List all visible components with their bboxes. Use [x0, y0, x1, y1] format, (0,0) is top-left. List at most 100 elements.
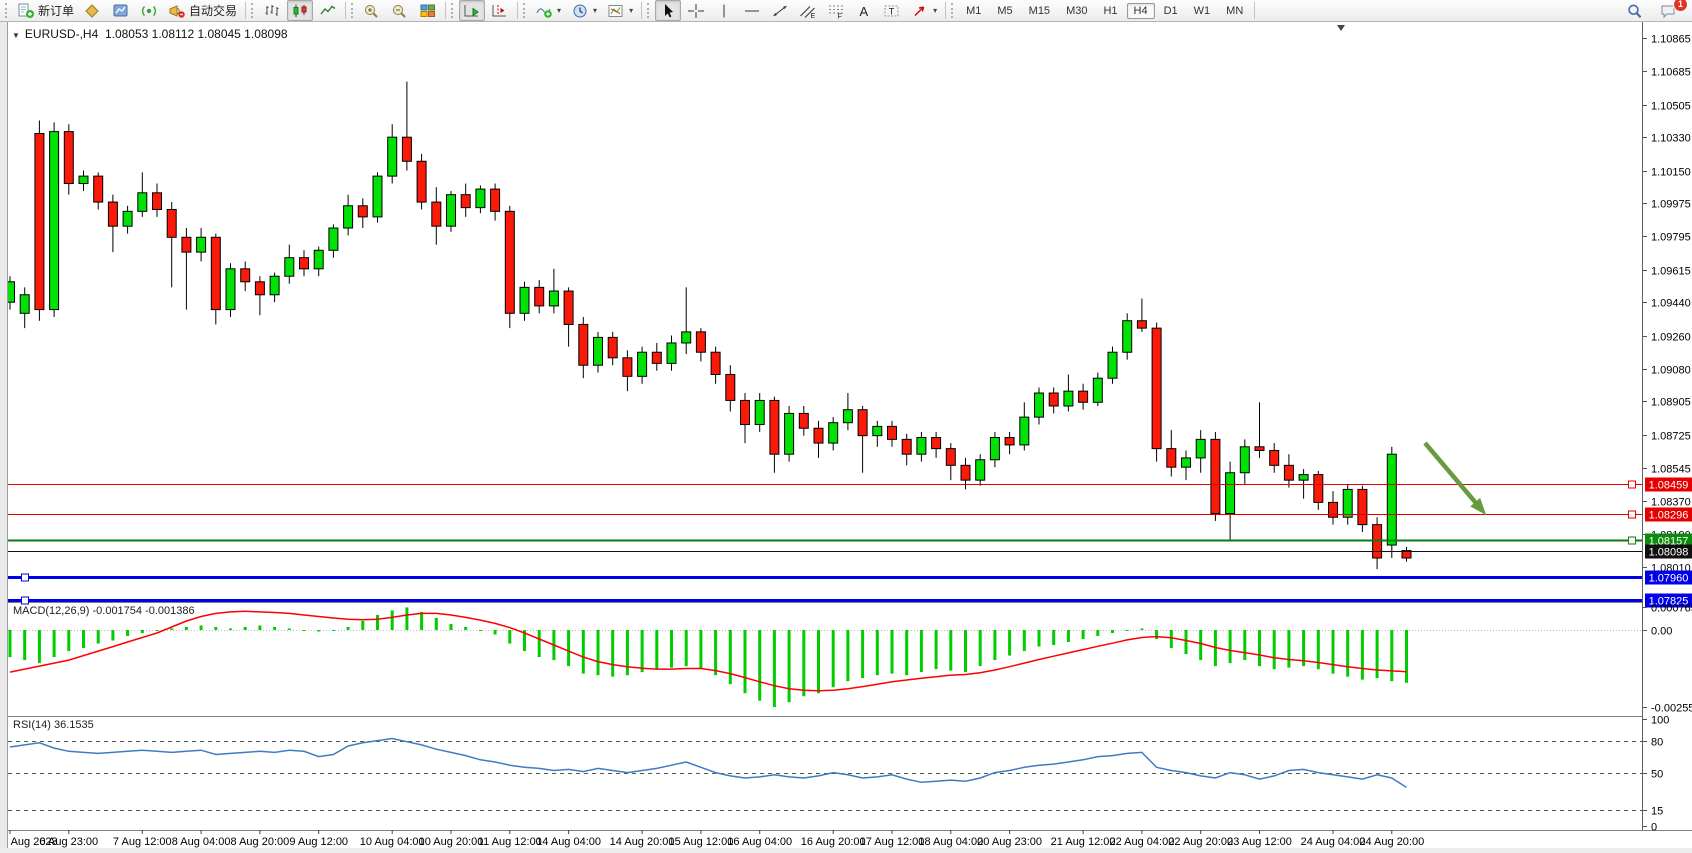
toolbar-button-text[interactable]: A: [851, 0, 877, 21]
toolbar-separator: [445, 2, 447, 19]
macd-histogram-bar: [831, 630, 835, 688]
horizontal-line-1.08098[interactable]: 1.08098: [8, 544, 1692, 559]
toolbar-button-signals[interactable]: [136, 0, 162, 21]
time-axis-label: 6 Aug 23:00: [39, 836, 98, 848]
macd-histogram-bar: [1390, 630, 1394, 682]
bear-candle: [960, 464, 971, 481]
bull-candle: [49, 131, 60, 311]
toolbar-button-text-label[interactable]: T: [879, 0, 905, 21]
line-handle[interactable]: [1628, 536, 1636, 545]
timeframe-W1[interactable]: W1: [1193, 4, 1211, 17]
svg-text:100: 100: [1651, 715, 1669, 727]
macd-histogram-bar: [23, 630, 27, 661]
bull-candle: [313, 249, 324, 270]
timeframe-H1[interactable]: H1: [1103, 4, 1118, 17]
macd-histogram-bar: [478, 630, 482, 631]
macd-indicator-label: MACD(12,26,9) -0.001754 -0.001386: [13, 605, 195, 617]
macd-histogram-bar: [111, 630, 115, 641]
svg-text:1.10150: 1.10150: [1651, 167, 1691, 179]
macd-histogram-bar: [1008, 630, 1012, 656]
toolbar-button-equidistant-channel[interactable]: E: [795, 0, 821, 21]
toolbar-button-vertical-line[interactable]: [711, 0, 737, 21]
macd-histogram-bar: [523, 630, 526, 652]
bear-candle: [813, 427, 824, 444]
horizontal-line-1.08459[interactable]: 1.08459: [8, 477, 1692, 492]
toolbar-button-periods[interactable]: ▾: [567, 0, 601, 21]
toolbar-button-line-chart[interactable]: [315, 0, 341, 21]
timeframe-M15[interactable]: M15: [1028, 4, 1051, 17]
timeframe-M5[interactable]: M5: [997, 4, 1013, 17]
chart-shift-icon: [491, 3, 509, 19]
bear-candle: [1328, 501, 1338, 518]
left-panel-splitter[interactable]: [0, 22, 8, 848]
toolbar-button-bar-chart[interactable]: [259, 0, 285, 21]
macd-histogram-bar: [817, 630, 820, 694]
one-click-trading-toggle[interactable]: ▼: [12, 31, 20, 40]
horizontal-line-icon: [743, 3, 761, 19]
price-line-label: [1645, 593, 1692, 608]
horizontal-line-1.07825[interactable]: 1.07825: [8, 593, 1692, 608]
line-handle[interactable]: [21, 573, 29, 582]
macd-pane: 0.000765 0.00 -0.002559: [8, 603, 1692, 715]
macd-histogram-bar: [1272, 630, 1276, 670]
bull-candle: [122, 210, 133, 227]
macd-histogram-bar: [346, 626, 350, 630]
toolbar-button-horizontal-line[interactable]: [739, 0, 765, 21]
timeframe-M1[interactable]: M1: [966, 4, 982, 17]
time-axis-label: 10 Aug 04:00: [360, 836, 425, 848]
timeframe-D1[interactable]: D1: [1163, 4, 1178, 17]
line-handle[interactable]: [21, 596, 29, 605]
bear-candle: [299, 257, 309, 270]
toolbar-button-trendline[interactable]: [767, 0, 793, 21]
toolbar-button-crosshair[interactable]: [683, 0, 709, 21]
horizontal-line-1.07960[interactable]: 1.07960: [8, 570, 1692, 585]
bull-candle: [519, 286, 530, 314]
price-axis[interactable]: 1.10865 1.10685 1.10505 1.10330 1.10150 1.099…: [1642, 34, 1691, 575]
toolbar-button-auto-scroll[interactable]: [459, 0, 486, 21]
macd-histogram-bar: [758, 630, 762, 701]
toolbar-button-arrows[interactable]: ▾: [907, 0, 941, 21]
bear-candle: [1166, 448, 1177, 468]
toolbar-button-indicators[interactable]: ▾: [531, 0, 565, 21]
toolbar-button-notifications[interactable]: 1: [1656, 0, 1688, 21]
bull-candle: [137, 192, 148, 212]
toolbar-button-charts[interactable]: [108, 0, 134, 21]
bear-candle: [798, 412, 809, 429]
down-right-arrow[interactable]: [1423, 441, 1487, 516]
timeframe-M30[interactable]: M30: [1066, 4, 1088, 17]
toolbar-button-fibonacci-retracement[interactable]: F: [823, 0, 849, 21]
line-handle[interactable]: [1628, 510, 1636, 519]
toolbar-button-cursor[interactable]: [655, 0, 682, 21]
timeframe-H4[interactable]: H4: [1126, 2, 1155, 19]
bull-candle: [343, 205, 354, 229]
time-axis-label: 7 Aug 12:00: [113, 836, 172, 848]
horizontal-line-1.08157[interactable]: 1.08157: [8, 533, 1692, 548]
horizontal-line-1.08296[interactable]: 1.08296: [8, 507, 1692, 522]
bull-candle: [828, 422, 839, 444]
bear-candle: [1151, 327, 1162, 450]
line-handle[interactable]: [1628, 480, 1636, 489]
macd-histogram-bar: [199, 625, 203, 630]
toolbar-button-templates[interactable]: ▾: [603, 0, 637, 21]
toolbar-button-zoom-in[interactable]: [359, 0, 385, 21]
toolbar-button-chart-shift[interactable]: [487, 0, 513, 21]
time-axis-label: 21 Aug 12:00: [1051, 836, 1116, 848]
toolbar-button-tile-windows[interactable]: [415, 0, 441, 21]
vertical-line-icon: [715, 3, 733, 19]
toolbar-group-grip: [251, 3, 256, 18]
toolbar-button-candlestick-chart[interactable]: [287, 0, 314, 21]
macd-histogram-bar: [82, 630, 85, 649]
macd-histogram-bar: [420, 611, 424, 630]
timeframe-MN[interactable]: MN: [1226, 4, 1244, 17]
toolbar-button-auto-trading[interactable]: 自动交易: [164, 0, 241, 21]
toolbar-right-group: 1: [1621, 0, 1689, 21]
toolbar-button-search[interactable]: [1622, 0, 1648, 21]
bear-candle: [651, 351, 662, 364]
toolbar-button-zoom-out[interactable]: [387, 0, 413, 21]
rsi-pane: 100 80 50 15 0: [8, 715, 1669, 834]
chart-shift-marker[interactable]: [1337, 25, 1345, 31]
toolbar-button-new-order[interactable]: 新订单: [13, 0, 78, 21]
toolbar-button-market-watch[interactable]: [80, 0, 106, 21]
